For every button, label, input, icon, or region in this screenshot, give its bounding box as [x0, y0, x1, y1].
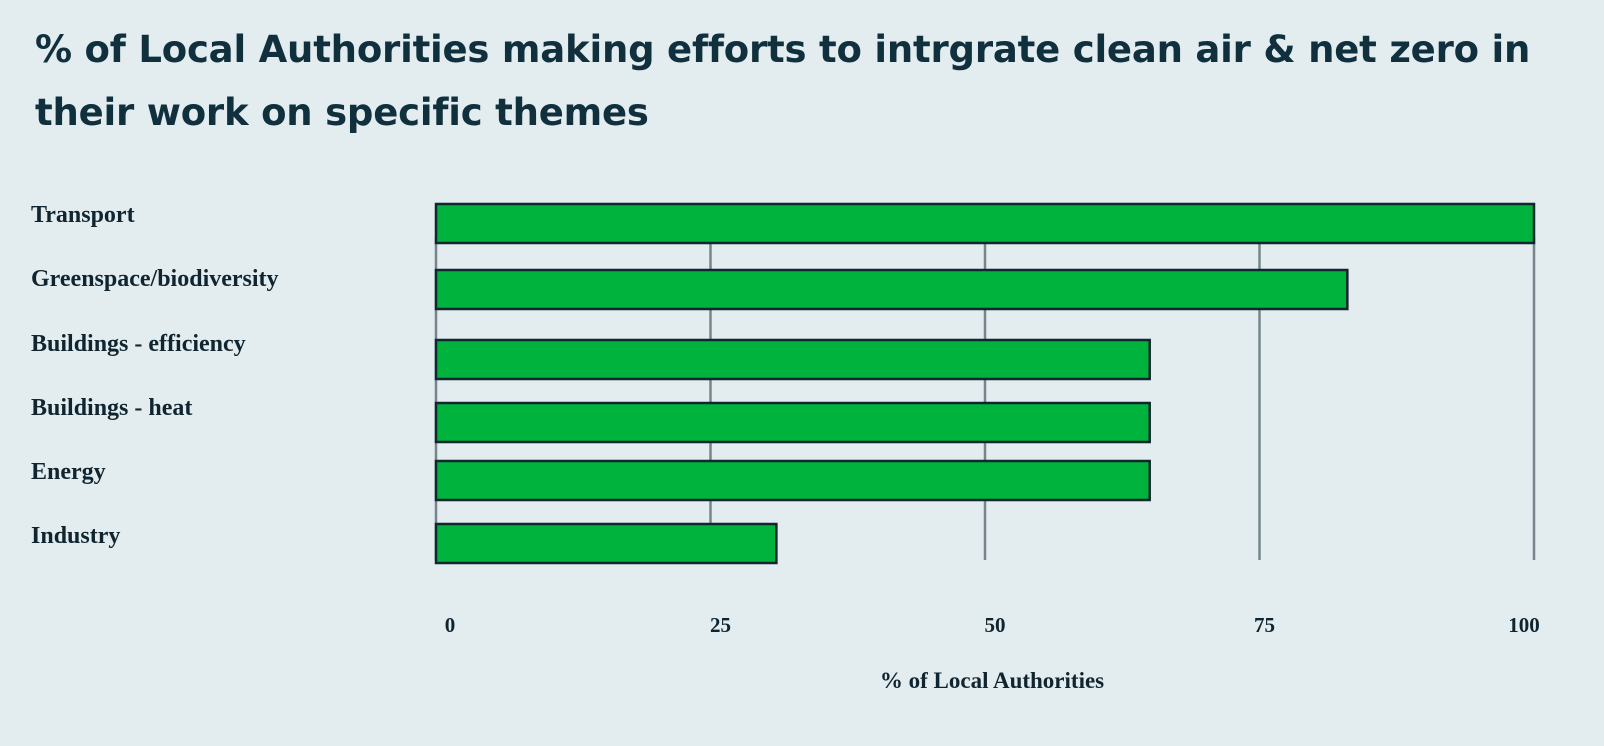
x-tick-label: 50 [985, 613, 1006, 637]
bar-industry [434, 522, 778, 565]
category-label: Buildings - heat [31, 395, 192, 421]
x-tick-label: 25 [710, 613, 731, 637]
chart-title: % of Local Authorities making efforts to… [35, 28, 1531, 134]
bar-buildings-efficiency [434, 338, 1151, 381]
x-tick-labels: 0 25 50 75 100 [445, 613, 1540, 637]
category-label: Energy [31, 459, 106, 485]
bar-transport [434, 202, 1536, 245]
bar-energy [434, 459, 1151, 502]
category-label: Buildings - efficiency [31, 331, 246, 357]
category-label: Industry [31, 523, 120, 549]
category-label: Transport [31, 202, 135, 228]
x-axis-title: % of Local Authorities [880, 668, 1104, 693]
x-tick-label: 75 [1254, 613, 1275, 637]
category-labels: Transport Greenspace/biodiversity Building… [31, 202, 279, 549]
x-tick-label: 100 [1508, 613, 1540, 637]
bar-greenspace-biodiversity [434, 268, 1349, 311]
bar-buildings-heat [434, 401, 1151, 444]
bars [434, 202, 1536, 565]
category-label: Greenspace/biodiversity [31, 266, 279, 292]
x-tick-label: 0 [445, 613, 456, 637]
